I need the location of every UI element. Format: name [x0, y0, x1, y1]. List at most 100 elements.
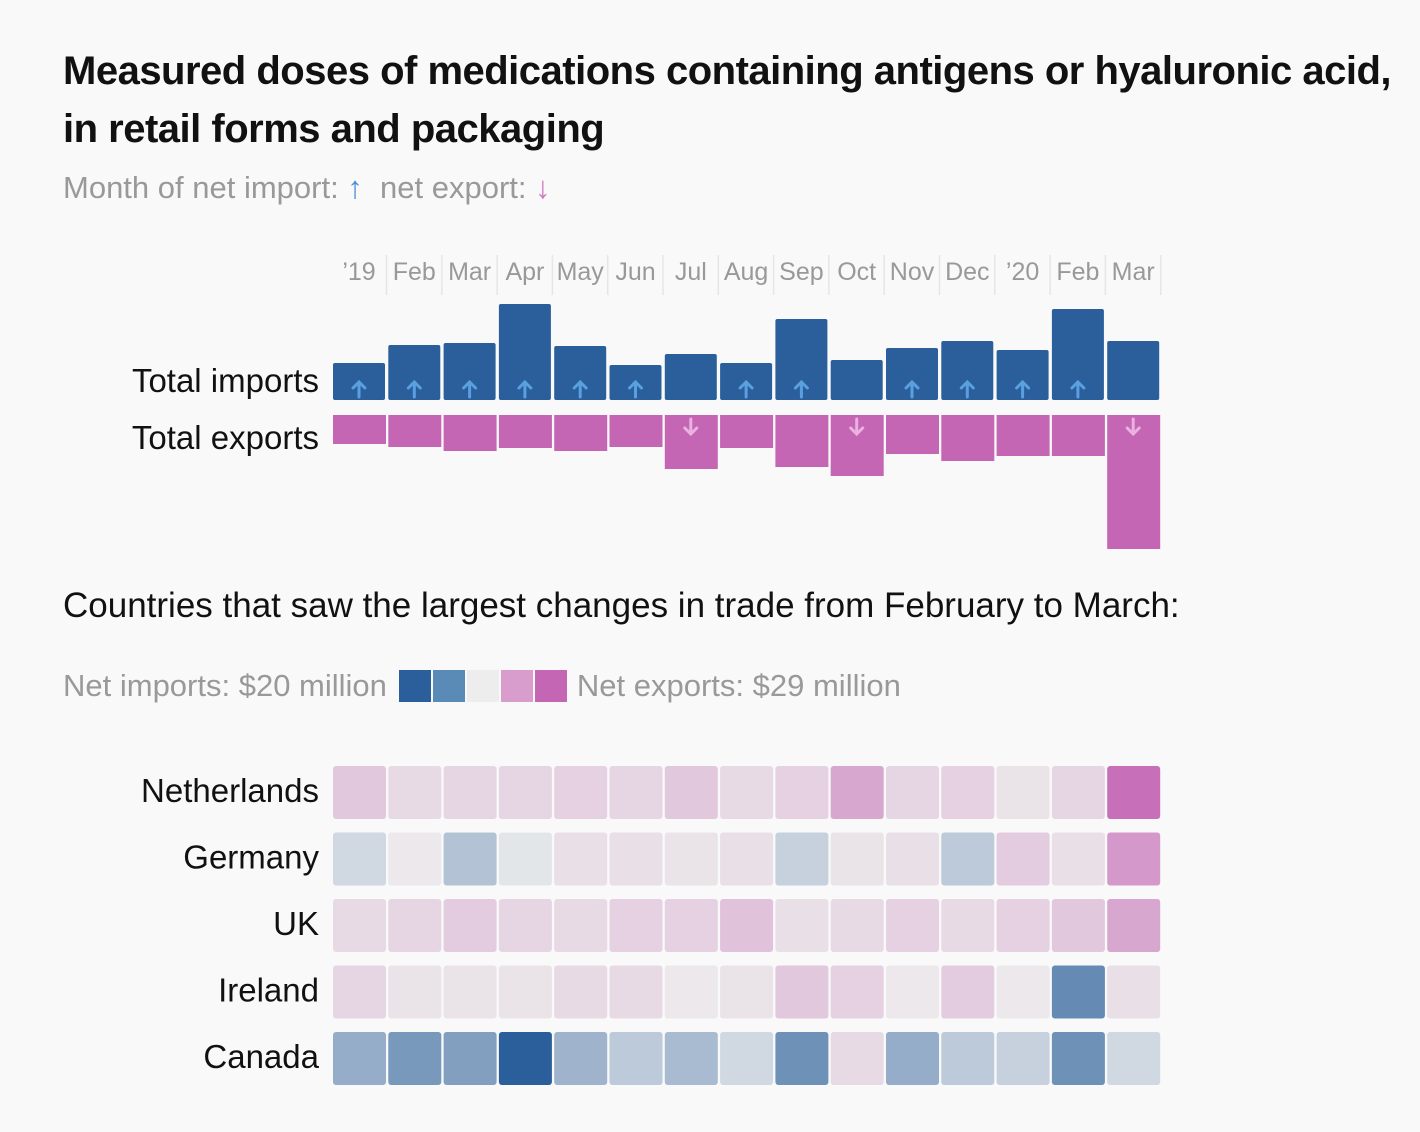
- heatmap-cell: [1107, 899, 1161, 952]
- heatmap-cell: [554, 899, 608, 952]
- arrow-up-icon: [406, 379, 422, 399]
- export-label: net export:: [380, 170, 527, 205]
- legend-swatch: [466, 670, 499, 702]
- arrow-up-icon: [738, 379, 754, 399]
- heatmap-cell: [1051, 965, 1105, 1019]
- legend-swatch: [534, 670, 567, 702]
- heatmap-cell: [388, 766, 442, 819]
- heatmap-cell: [720, 899, 774, 952]
- heatmap-cell: [609, 832, 663, 886]
- arrow-up-icon: [793, 379, 809, 399]
- heatmap-cell: [1107, 832, 1161, 886]
- heatmap-cell: [720, 832, 774, 886]
- heatmap-cell: [886, 832, 939, 886]
- heatmap-row-label: UK: [273, 905, 319, 942]
- heatmap-cell: [609, 1032, 663, 1085]
- export-bar: [609, 415, 663, 447]
- month-tick-label: Feb: [1056, 258, 1099, 286]
- month-tick-label: Mar: [448, 258, 491, 286]
- import-bar: [996, 350, 1049, 400]
- heatmap-row-label: Netherlands: [141, 772, 319, 809]
- arrow-up-icon: [517, 379, 533, 399]
- import-bar: [664, 354, 717, 400]
- month-tick-label: May: [557, 258, 605, 286]
- heatmap-cell: [333, 766, 386, 819]
- heatmap-cell: [1051, 899, 1105, 952]
- legend-swatch: [398, 670, 431, 702]
- heatmap-legend: Net imports: $20 million Net exports: $2…: [63, 668, 901, 704]
- month-tick-label: Feb: [393, 258, 436, 286]
- export-bar: [996, 415, 1050, 456]
- import-bar: [941, 341, 994, 400]
- heatmap-cell: [775, 899, 829, 952]
- import-bar: [830, 360, 883, 400]
- export-bar: [443, 415, 497, 451]
- arrow-down-icon: ↓: [535, 170, 551, 205]
- heatmap-cell: [720, 766, 774, 819]
- heatmap-cell: [333, 1032, 386, 1085]
- export-bar: [720, 415, 774, 448]
- heatmap-cell: [830, 1032, 884, 1085]
- arrow-down-icon: [683, 417, 699, 437]
- heatmap-cell: [996, 899, 1050, 952]
- heatmap-cell: [996, 832, 1050, 886]
- heatmap-row-label: Canada: [203, 1038, 319, 1075]
- series-label: Total imports: [132, 362, 319, 399]
- heatmap-cell: [388, 832, 442, 886]
- heatmap-cell: [664, 832, 718, 886]
- heatmap-cell: [333, 899, 386, 952]
- heatmap-cell: [1051, 1032, 1105, 1085]
- heatmap-cell: [720, 965, 774, 1019]
- heatmap-cell: [830, 899, 884, 952]
- heatmap-cell: [941, 899, 995, 952]
- heatmap-cell: [498, 965, 552, 1019]
- import-bar: [498, 304, 551, 400]
- export-bar: [554, 415, 608, 451]
- heatmap-cell: [1107, 766, 1161, 819]
- export-bar: [1107, 415, 1161, 549]
- heatmap-cell: [941, 766, 995, 819]
- month-tick-label: Nov: [890, 258, 935, 286]
- heatmap-cell: [664, 965, 718, 1019]
- arrow-up-icon: [1070, 379, 1086, 399]
- arrow-up-icon: [959, 379, 975, 399]
- import-bar: [775, 319, 828, 400]
- heatmap-cell: [996, 766, 1050, 819]
- import-bar: [554, 346, 607, 400]
- heatmap-cell: [498, 899, 552, 952]
- arrow-up-icon: [904, 379, 920, 399]
- export-bar: [1051, 415, 1105, 456]
- heatmap-cell: [498, 766, 552, 819]
- heatmap-cell: [886, 965, 939, 1019]
- legend-swatch: [432, 670, 465, 702]
- arrow-up-icon: [462, 379, 478, 399]
- month-tick-label: Jul: [675, 258, 707, 286]
- heatmap-cell: [443, 965, 497, 1019]
- heatmap-cell: [609, 899, 663, 952]
- export-bar: [775, 415, 829, 467]
- month-tick-label: Mar: [1112, 258, 1155, 286]
- export-bar: [498, 415, 552, 448]
- heatmap-cell: [775, 766, 829, 819]
- heatmap-cell: [1051, 766, 1105, 819]
- heatmap-cell: [996, 1032, 1050, 1085]
- month-tick-label: ’20: [1006, 258, 1039, 286]
- heatmap-cell: [609, 766, 663, 819]
- import-bar: [443, 343, 496, 400]
- month-tick-label: Dec: [945, 258, 989, 286]
- month-tick-label: Aug: [724, 258, 768, 286]
- arrow-up-icon: [1015, 379, 1031, 399]
- heatmap-cell: [664, 1032, 718, 1085]
- heatmap-cell: [830, 832, 884, 886]
- month-tick-label: Sep: [779, 258, 823, 286]
- heatmap-cell: [1051, 832, 1105, 886]
- legend-min-label: Net imports: $20 million: [63, 668, 387, 703]
- export-bar: [388, 415, 442, 447]
- heatmap-cell: [775, 965, 829, 1019]
- subtitle: Month of net import: ↑ net export: ↓: [63, 170, 551, 206]
- heatmap-cell: [1107, 965, 1161, 1019]
- heatmap-cell: [664, 766, 718, 819]
- legend-swatch: [500, 670, 533, 702]
- heatmap-cell: [775, 832, 829, 886]
